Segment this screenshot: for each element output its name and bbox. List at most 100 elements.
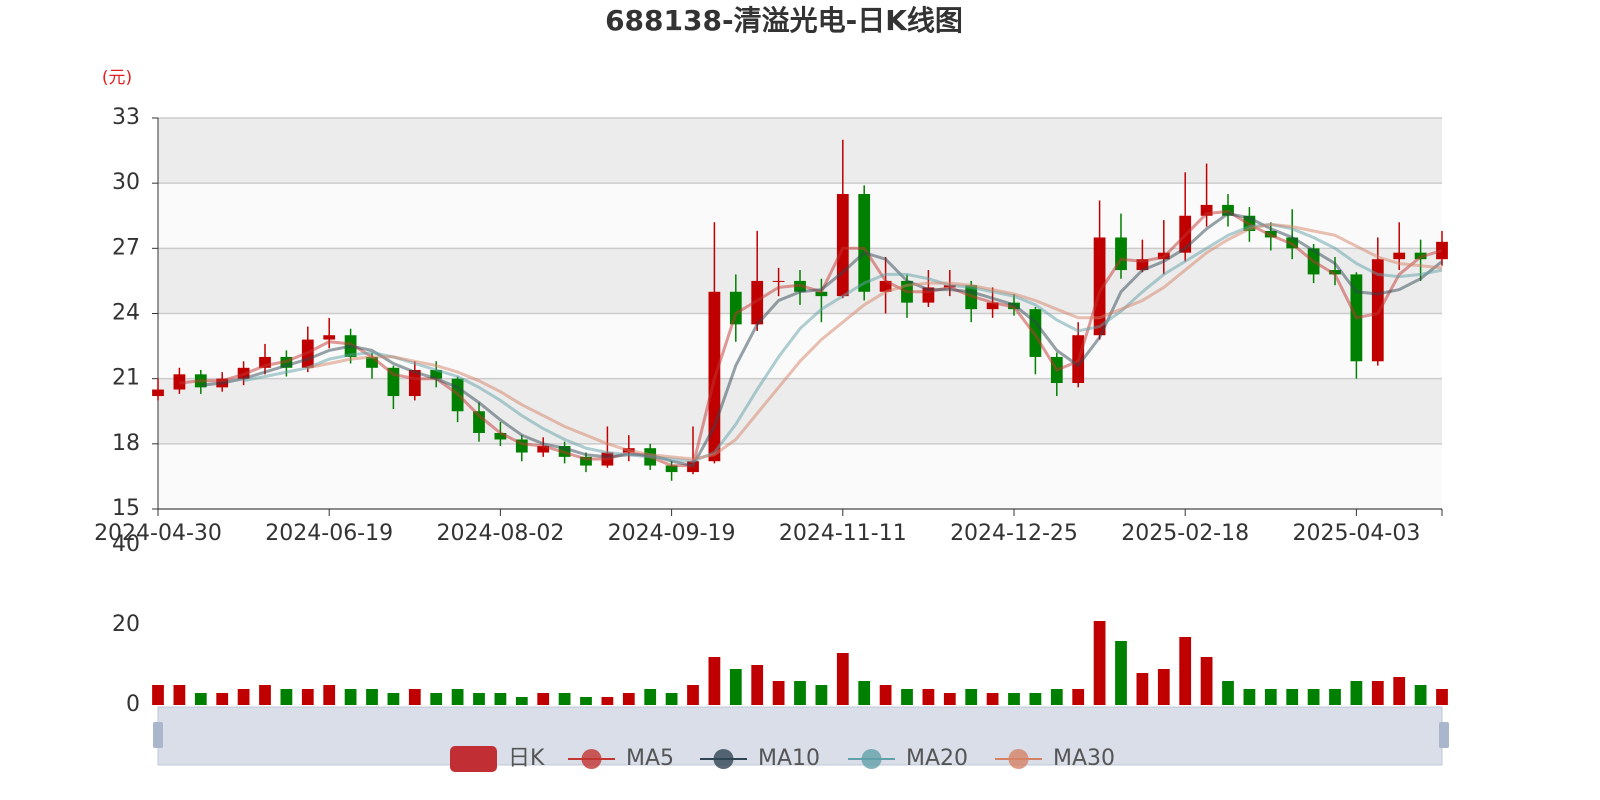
ma-line [200,212,1443,468]
zoom-slider[interactable] [157,706,1443,766]
volume-bar [1436,689,1448,705]
volume-bar [152,685,164,705]
volume-bar [772,681,785,705]
x-tick-label: 2024-04-30 [94,521,222,546]
volume-bar [1115,641,1127,705]
volume-bar [494,693,507,705]
legend-label: MA20 [906,746,968,771]
x-tick-label: 2024-09-19 [608,521,736,546]
candle-body [986,302,999,310]
y-tick-label: 18 [112,431,140,456]
volume-bar [1371,681,1384,705]
candle-body [751,280,764,325]
candle-body [1329,270,1341,275]
candle-body [408,369,421,397]
volume-bar [366,689,378,705]
x-tick-label: 2025-02-18 [1121,521,1249,546]
volume-tick-label: 0 [126,692,140,717]
volume-bar [665,693,678,705]
volume-bar [687,685,699,705]
volume-bar [558,693,571,705]
legend-icon [450,746,497,772]
zoom-handle[interactable] [153,722,163,748]
volume-bar [1157,669,1170,705]
volume-bar [1008,693,1020,705]
volume-bar [1264,689,1277,705]
candle-body [580,456,592,466]
volume-bar [216,693,229,705]
chart-title: 688138-清溢光电-日K线图 [605,4,963,37]
legend-label: 日K [508,746,545,771]
candle-body [515,439,528,453]
volume-bar [323,685,336,705]
candle-body [152,389,164,397]
volume-bar [1072,689,1085,705]
volume-bar [173,685,186,705]
x-tick-label: 2024-06-19 [265,521,393,546]
band [158,378,1442,444]
candle-body [858,194,871,292]
volume-tick-label: 20 [112,612,140,637]
volume-bar [1222,681,1234,705]
legend-label: MA30 [1053,746,1115,771]
volume-bar [644,689,657,705]
candle-body [1393,252,1406,260]
candle-body [430,369,443,379]
x-tick-label: 2024-11-11 [779,521,907,546]
candle-body [366,356,378,368]
y-tick-label: 24 [112,301,140,326]
x-tick-label: 2025-04-03 [1292,521,1420,546]
legend-icon [1008,749,1029,769]
legend-icon [713,749,734,769]
zoom-handle[interactable] [1439,722,1449,748]
y-unit: (元) [102,68,132,88]
candle-body [494,432,507,440]
volume-bar [751,665,764,705]
y-tick-label: 15 [112,496,140,521]
candle-body [323,335,336,340]
candle-body [387,367,400,397]
volume-bar [622,693,635,705]
candle-body [1136,259,1149,271]
y-tick-label: 27 [112,235,140,260]
volume-bar [237,689,250,705]
volume-bar [794,681,806,705]
candle-body [665,465,678,473]
volume-bar [1050,689,1063,705]
candle-body [815,291,828,297]
candle-body [1371,259,1384,362]
volume-bar [430,693,443,705]
y-tick-label: 30 [112,170,140,195]
candle-body [537,446,550,453]
band [158,118,1442,184]
volume-bar [708,657,721,705]
volume-bar [1286,689,1299,705]
volume-bar [451,689,464,705]
candle-body [1115,237,1127,271]
candle-body [836,194,849,297]
volume-bar [1093,621,1106,705]
volume-bar [473,693,485,705]
volume-bar [922,689,935,705]
volume-bar [1243,689,1256,705]
legend-label: MA5 [626,746,674,771]
volume-bar [408,689,421,705]
volume-bar [943,693,956,705]
x-tick-label: 2024-12-25 [950,521,1078,546]
candle-body [259,356,271,368]
volume-bar [1179,637,1192,705]
volume-bar [879,685,892,705]
candle-body [1093,237,1106,336]
legend-icon [861,749,882,769]
volume-bar [387,693,400,705]
ma-line [307,222,1443,461]
volume-bar [259,685,271,705]
candle-body [1200,204,1213,216]
candle-body [879,280,892,292]
volume-bar [1029,693,1042,705]
volume-bar [901,689,913,705]
candle-body [922,287,935,303]
y-tick-label: 33 [112,105,140,130]
candle-body [473,411,485,433]
